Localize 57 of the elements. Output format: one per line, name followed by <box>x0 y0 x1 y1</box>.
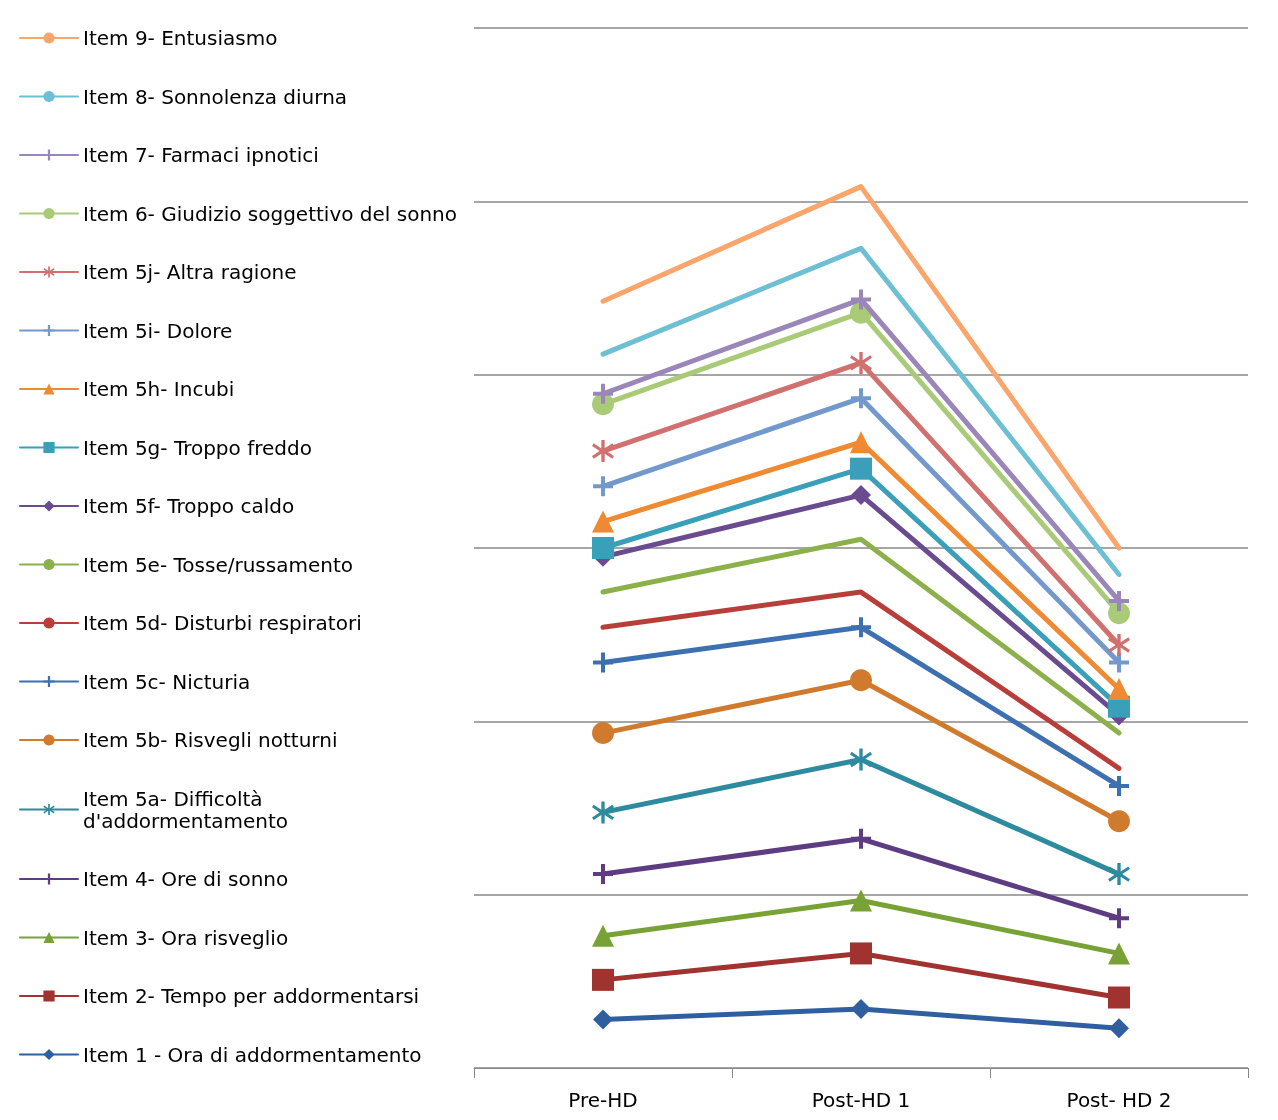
point <box>1108 633 1130 656</box>
legend-label: Item 6- Giudizio soggettivo del sonno <box>83 201 457 226</box>
legend-label: Item 5i- Dolore <box>83 318 233 343</box>
x-tick-label: Pre-HD <box>568 1088 638 1112</box>
legend-label: Item 1 - Ora di addormentamento <box>83 1042 422 1067</box>
point <box>851 388 871 409</box>
legend-label: Item 3- Ora risveglio <box>83 925 289 950</box>
point <box>850 669 872 692</box>
legend-label: Item 5j- Altra ragione <box>83 260 297 284</box>
point <box>592 440 614 463</box>
legend-label: Item 9- Entusiasmo <box>83 26 278 50</box>
point <box>592 968 614 991</box>
point <box>1108 678 1130 701</box>
point <box>593 1009 613 1030</box>
point <box>592 510 614 533</box>
point <box>1108 602 1130 625</box>
legend-label: Item 5e- Tosse/russamento <box>83 552 353 577</box>
legend-label: Item 5b- Risvegli notturni <box>83 728 338 752</box>
point <box>851 485 871 506</box>
legend-label: Item 8- Sonnolenza diurna <box>83 84 348 109</box>
point <box>593 652 613 673</box>
point <box>592 722 614 745</box>
point <box>851 289 871 310</box>
point <box>851 998 871 1019</box>
point <box>850 889 872 912</box>
point <box>851 828 871 849</box>
legend-label: Item 5f- Troppo caldo <box>83 494 295 518</box>
point <box>850 942 872 965</box>
point <box>1109 775 1129 796</box>
point <box>1109 1018 1129 1039</box>
point <box>850 351 872 374</box>
legend-label: Item 2- Tempo per addormentarsi <box>83 984 420 1008</box>
point <box>850 431 872 454</box>
point <box>592 537 614 559</box>
point <box>1108 942 1130 965</box>
point <box>1109 590 1129 611</box>
point <box>850 457 872 480</box>
legend-label: Item 5d- Disturbi respiratori <box>83 611 362 635</box>
point <box>593 864 613 885</box>
point <box>851 617 871 638</box>
legend-label: Item 5g- Troppo freddo <box>83 435 312 460</box>
point <box>592 924 614 947</box>
legend-label: Item 7- Farmaci ipnotici <box>83 143 319 167</box>
point <box>1108 863 1130 886</box>
legend-label: Item 4- Ore di sonno <box>83 867 289 891</box>
x-tick-label: Post- HD 2 <box>1066 1088 1172 1112</box>
point <box>592 801 614 824</box>
legend-label: Item 5c- Nicturia <box>83 669 251 694</box>
point <box>850 748 872 771</box>
point <box>1108 810 1130 833</box>
legend-label: Item 5a- Difficoltà d'addormentamento <box>83 786 289 833</box>
legend-label: Item 5h- Incubi <box>83 377 235 401</box>
x-tick-label: Post-HD 1 <box>811 1088 911 1112</box>
point <box>1108 986 1130 1009</box>
point <box>593 476 613 497</box>
point <box>593 383 613 404</box>
point <box>1109 908 1129 929</box>
